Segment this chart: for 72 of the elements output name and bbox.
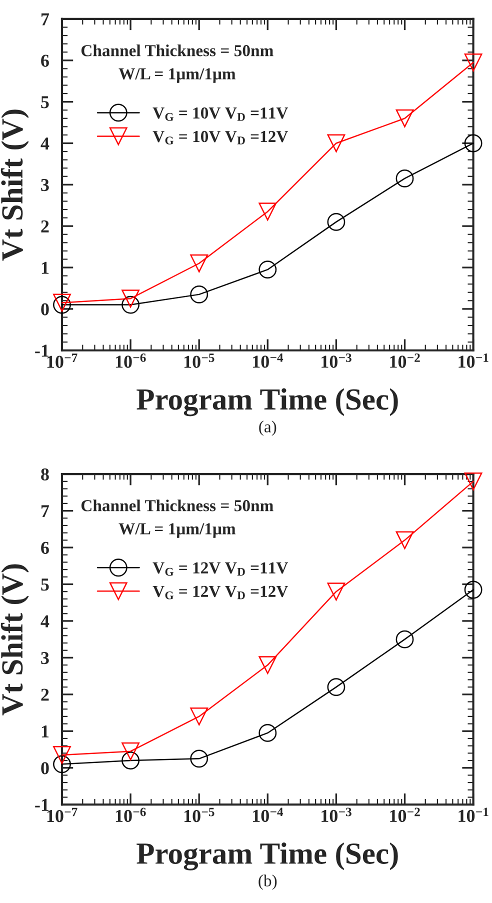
y-tick-label: 5 bbox=[41, 578, 49, 591]
x-tick-label: 10$^{−1}$ bbox=[458, 808, 488, 822]
text: (a) bbox=[259, 420, 276, 436]
y-tick-label: 4 bbox=[40, 615, 50, 628]
point bbox=[258, 260, 277, 279]
x-tick-label: 10$^{−4}$ bbox=[253, 353, 284, 368]
y-tick-label: 6 bbox=[41, 542, 49, 554]
point bbox=[258, 656, 277, 674]
point bbox=[327, 678, 346, 696]
y-tick-label: 3 bbox=[41, 178, 49, 192]
point bbox=[258, 724, 277, 742]
point bbox=[327, 134, 346, 152]
point bbox=[396, 169, 414, 188]
y-axis-title: Vt Shift (V) bbox=[0, 110, 29, 261]
y-tick-label: 7 bbox=[41, 13, 50, 26]
point bbox=[190, 707, 208, 726]
x-tick-label: 10$^{−7}$ bbox=[47, 354, 78, 368]
point bbox=[396, 109, 414, 128]
x-tick-label: 10$^{−2}$ bbox=[390, 808, 420, 822]
x-axis-title: Program Time (Sec) bbox=[136, 842, 398, 870]
x-tick-label: 10$^{−2}$ bbox=[390, 353, 420, 368]
text: (b) bbox=[258, 874, 277, 890]
point bbox=[122, 296, 140, 314]
x-axis-title: Program Time (Sec) bbox=[136, 388, 398, 416]
x-tick-label: 10$^{−1}$ bbox=[458, 353, 488, 368]
y-axis-title: Vt Shift (V) bbox=[0, 564, 29, 716]
x-tick-label: 10$^{−5}$ bbox=[184, 354, 214, 368]
y-tick-label: 3 bbox=[41, 652, 49, 664]
x-tick-label: 10$^{−3}$ bbox=[322, 353, 352, 368]
point bbox=[327, 582, 346, 601]
point bbox=[396, 630, 414, 648]
y-tick-label: 0 bbox=[41, 303, 49, 316]
point bbox=[53, 746, 71, 764]
y-tick-label: 4 bbox=[40, 138, 50, 150]
point bbox=[396, 531, 414, 550]
point bbox=[327, 212, 346, 231]
point bbox=[464, 134, 482, 152]
point bbox=[258, 202, 277, 221]
y-tick-label: 1 bbox=[42, 262, 49, 274]
y-tick-label: -1 bbox=[35, 344, 49, 357]
y-tick-label: 6 bbox=[41, 54, 49, 67]
y-tick-label: 5 bbox=[41, 96, 49, 108]
point bbox=[464, 54, 482, 72]
point bbox=[190, 285, 208, 304]
annotation: Channel Thickness = 50nm bbox=[81, 44, 274, 56]
point bbox=[122, 752, 140, 770]
legend-label: V$_{G}$ = 10V V$_{D}$ =11V bbox=[152, 107, 288, 121]
x-tick-label: 10$^{−3}$ bbox=[322, 808, 352, 822]
point bbox=[190, 254, 208, 272]
x-tick-label: 10$^{−6}$ bbox=[116, 353, 146, 368]
point bbox=[122, 742, 140, 760]
x-tick-label: 10$^{−6}$ bbox=[116, 808, 146, 822]
annotation: Channel Thickness = 50nm bbox=[81, 500, 274, 512]
y-tick-label: 0 bbox=[41, 762, 49, 774]
y-tick-label: 2 bbox=[41, 220, 49, 232]
point bbox=[190, 750, 208, 768]
y-tick-label: -1 bbox=[35, 798, 49, 811]
y-tick-label: 8 bbox=[41, 468, 49, 481]
annotation: W/L = 1μm/1μm bbox=[118, 523, 236, 538]
legend-label: V$_{G}$ = 12V V$_{D}$ =11V bbox=[152, 562, 288, 576]
point bbox=[464, 580, 482, 599]
annotation: W/L = 1μm/1μm bbox=[118, 68, 236, 83]
legend-label: V$_{G}$ = 12V V$_{D}$ =12V bbox=[152, 586, 288, 600]
x-tick-label: 10$^{−4}$ bbox=[253, 808, 284, 822]
y-tick-label: 1 bbox=[42, 725, 49, 738]
y-tick-label: 2 bbox=[41, 688, 49, 701]
point bbox=[53, 755, 71, 774]
x-tick-label: 10$^{−5}$ bbox=[184, 808, 214, 822]
y-tick-label: 7 bbox=[41, 505, 50, 518]
point bbox=[122, 290, 140, 308]
x-tick-label: 10$^{−7}$ bbox=[47, 808, 78, 822]
legend-label: V$_{G}$ = 10V V$_{D}$ =12V bbox=[152, 130, 288, 144]
